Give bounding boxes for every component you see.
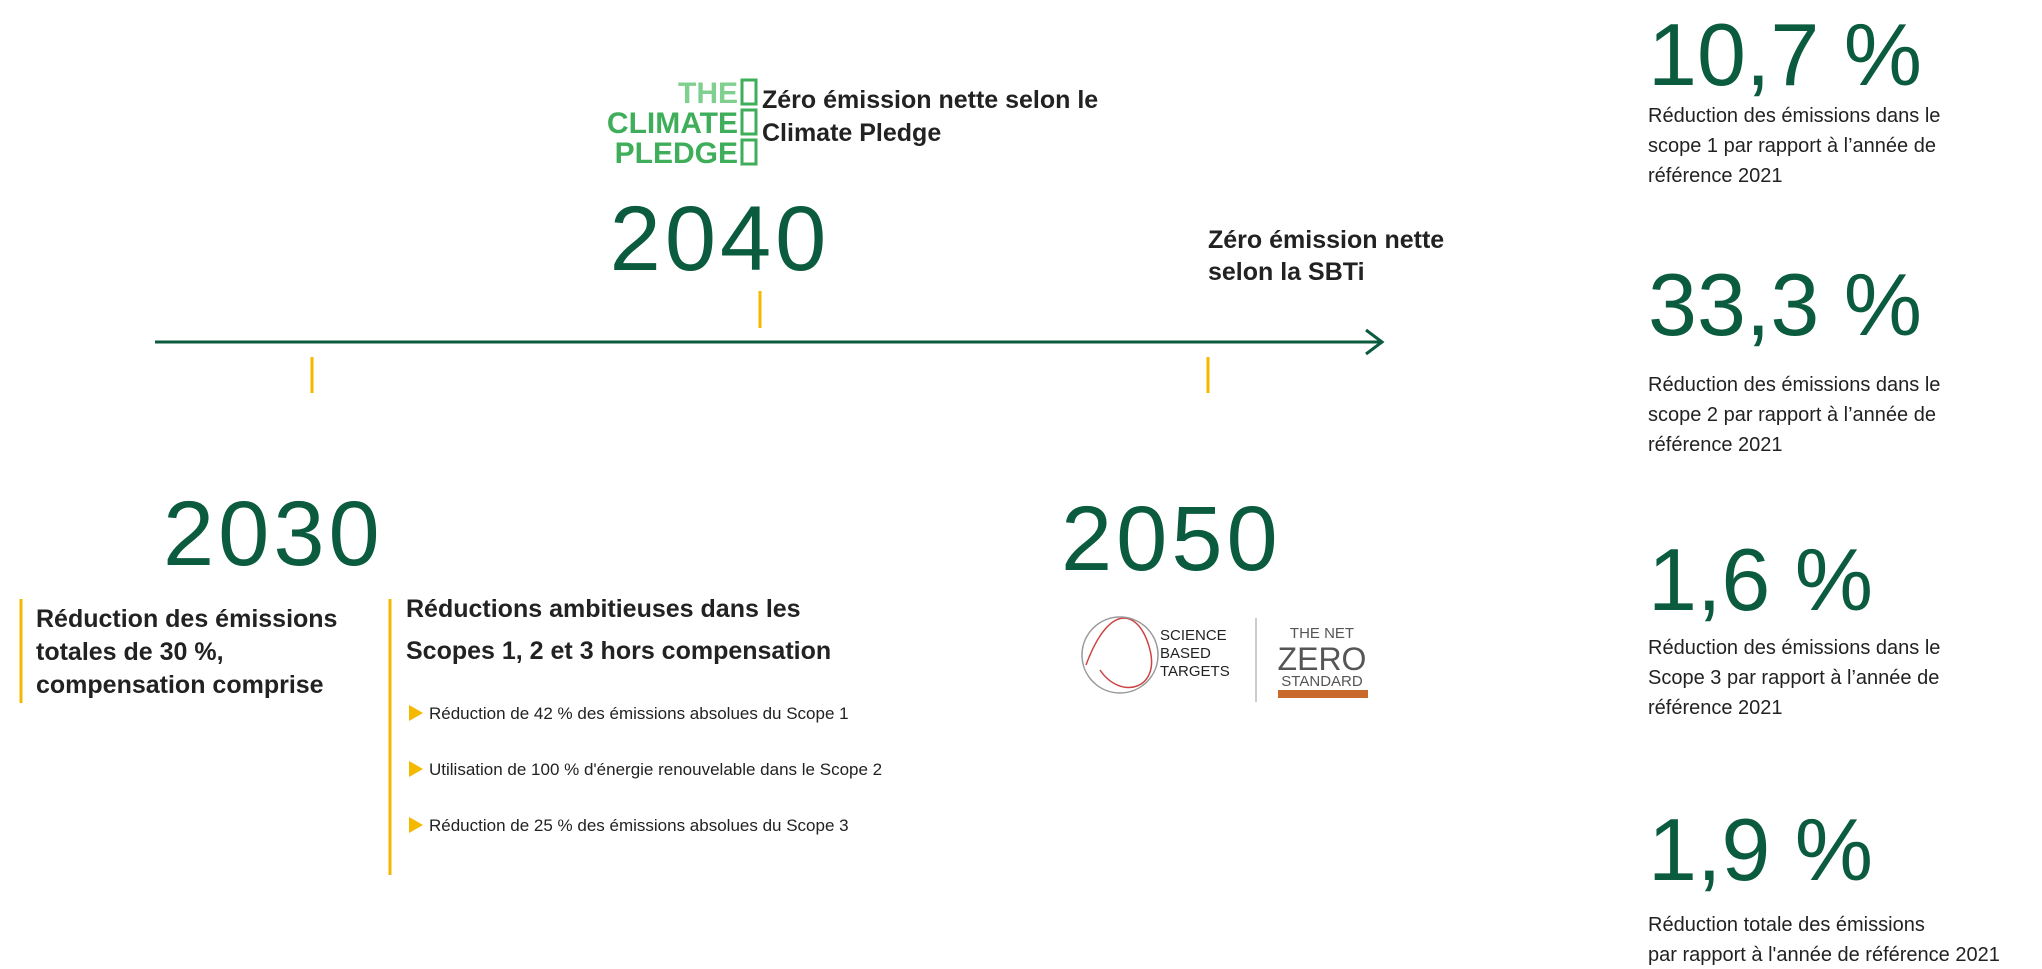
milestone-text: Réduction des émissions [36,605,337,633]
stat-value: 10,7 % [1648,5,1922,104]
arrow-head [1365,328,1385,356]
milestone-text: totales de 30 %, [36,638,224,666]
logo-bars [740,138,758,166]
targets-heading: Scopes 1, 2 et 3 hors compensation [406,637,831,665]
logo-bars [740,108,758,136]
stat-text: Réduction des émissions dans le [1648,105,1940,127]
bullet-text: Utilisation de 100 % d'énergie renouvela… [429,760,882,779]
standard-band [1278,690,1368,698]
bullet-icon [409,705,423,721]
bullet-text: Réduction de 42 % des émissions absolues… [429,704,849,723]
stat-text: Scope 3 par rapport à l’année de [1648,667,1939,689]
milestone-label: selon la SBTi [1208,258,1365,286]
stat-value: 1,6 % [1648,530,1873,629]
milestone-label: Zéro émission nette [1208,226,1444,254]
stat-text: scope 1 par rapport à l’année de [1648,135,1936,157]
logo-text: STANDARD [1281,673,1363,690]
year: 2030 [163,483,384,585]
stat-text: Réduction totale des émissions [1648,914,1925,936]
logo-text: THE [678,77,738,110]
targets-heading: Réductions ambitieuses dans les [406,595,801,623]
milestone-text: compensation comprise [36,671,324,699]
sbti-circle [1081,616,1159,694]
year: 2040 [610,188,831,290]
stat-text: référence 2021 [1648,697,1783,719]
stat-value: 33,3 % [1648,255,1922,354]
pledge-label: Zéro émission nette selon le [762,86,1098,114]
stat-text: référence 2021 [1648,165,1783,187]
bullet-icon [409,817,423,833]
logo-text: PLEDGE [615,137,738,170]
bullet-icon [409,761,423,777]
pledge-label: Climate Pledge [762,119,941,147]
stat-text: Réduction des émissions dans le [1648,637,1940,659]
stat-text: référence 2021 [1648,434,1783,456]
stat-value: 1,9 % [1648,800,1873,899]
bullet-text: Réduction de 25 % des émissions absolues… [429,816,849,835]
logo-text: BASED [1160,645,1211,662]
logo-text: ZERO [1278,641,1367,677]
logo-text: THE NET [1290,625,1354,642]
stat-text: par rapport à l'année de référence 2021 [1648,944,2000,966]
logo-text: TARGETS [1160,663,1230,680]
sbti-wave [1085,617,1153,689]
stat-text: Réduction des émissions dans le [1648,374,1940,396]
logo-text: SCIENCE [1160,627,1227,644]
logo-text: CLIMATE [607,107,738,140]
stat-text: scope 2 par rapport à l’année de [1648,404,1936,426]
logo-bars [740,78,758,106]
year: 2050 [1061,488,1282,590]
